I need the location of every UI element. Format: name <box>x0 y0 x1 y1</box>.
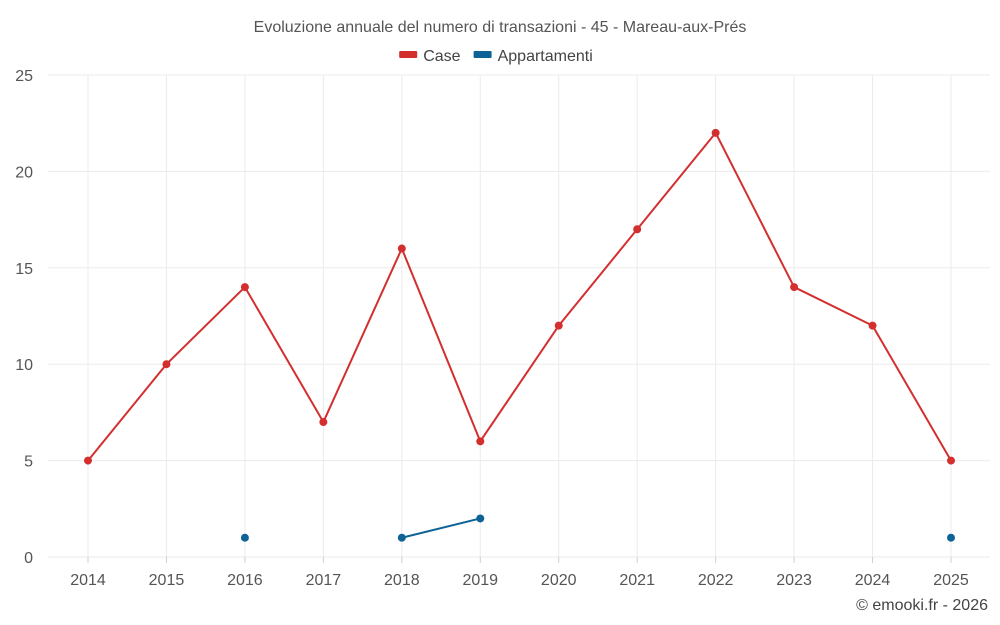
legend: Case Appartamenti <box>399 48 593 65</box>
x-axis: 2014 2015 2016 2017 2018 2019 2020 2021 2022 2023… <box>70 557 969 589</box>
y-tick-label: 10 <box>15 357 33 374</box>
y-tick-label: 25 <box>15 68 33 85</box>
data-point <box>947 456 955 465</box>
legend-item-appartamenti: Appartamenti <box>473 48 593 65</box>
x-tick-label: 2020 <box>541 572 577 589</box>
series-appartamenti <box>240 514 955 542</box>
data-point <box>84 456 92 465</box>
data-point <box>476 514 485 523</box>
x-tick-label: 2019 <box>462 572 498 589</box>
data-point <box>868 321 877 330</box>
credit-text: © emooki.fr - 2026 <box>856 597 988 614</box>
legend-swatch <box>399 51 418 58</box>
data-point <box>319 418 328 427</box>
data-point <box>397 244 406 253</box>
data-point <box>633 225 642 234</box>
y-tick-label: 15 <box>15 261 33 278</box>
x-tick-label: 2015 <box>149 572 185 589</box>
data-point <box>240 283 249 292</box>
x-tick-label: 2021 <box>619 572 655 589</box>
y-axis: 0 5 10 15 20 25 <box>15 68 33 567</box>
legend-item-case: Case <box>399 48 461 65</box>
y-tick-label: 5 <box>24 454 33 471</box>
chart-title: Evoluzione annuale del numero di transaz… <box>254 19 747 36</box>
data-point <box>476 437 485 446</box>
series-case <box>84 128 955 465</box>
data-point <box>947 533 955 542</box>
data-point <box>711 128 720 137</box>
x-tick-label: 2014 <box>70 572 106 589</box>
series-line <box>401 517 481 539</box>
x-tick-label: 2023 <box>776 572 812 589</box>
x-tick-label: 2024 <box>855 572 891 589</box>
legend-label: Appartamenti <box>498 48 593 65</box>
data-point <box>397 533 406 542</box>
x-tick-label: 2017 <box>306 572 342 589</box>
data-point <box>162 360 171 369</box>
data-point <box>554 321 563 330</box>
data-point <box>790 283 799 292</box>
x-tick-label: 2025 <box>933 572 969 589</box>
x-tick-label: 2018 <box>384 572 420 589</box>
x-tick-label: 2022 <box>698 572 734 589</box>
data-point <box>240 533 249 542</box>
legend-swatch <box>473 51 492 58</box>
y-tick-label: 20 <box>15 164 33 181</box>
grid <box>48 74 990 558</box>
series-line <box>87 131 952 462</box>
x-tick-label: 2016 <box>227 572 263 589</box>
legend-label: Case <box>423 48 460 65</box>
series-layer <box>84 128 955 542</box>
y-tick-label: 0 <box>24 550 33 567</box>
